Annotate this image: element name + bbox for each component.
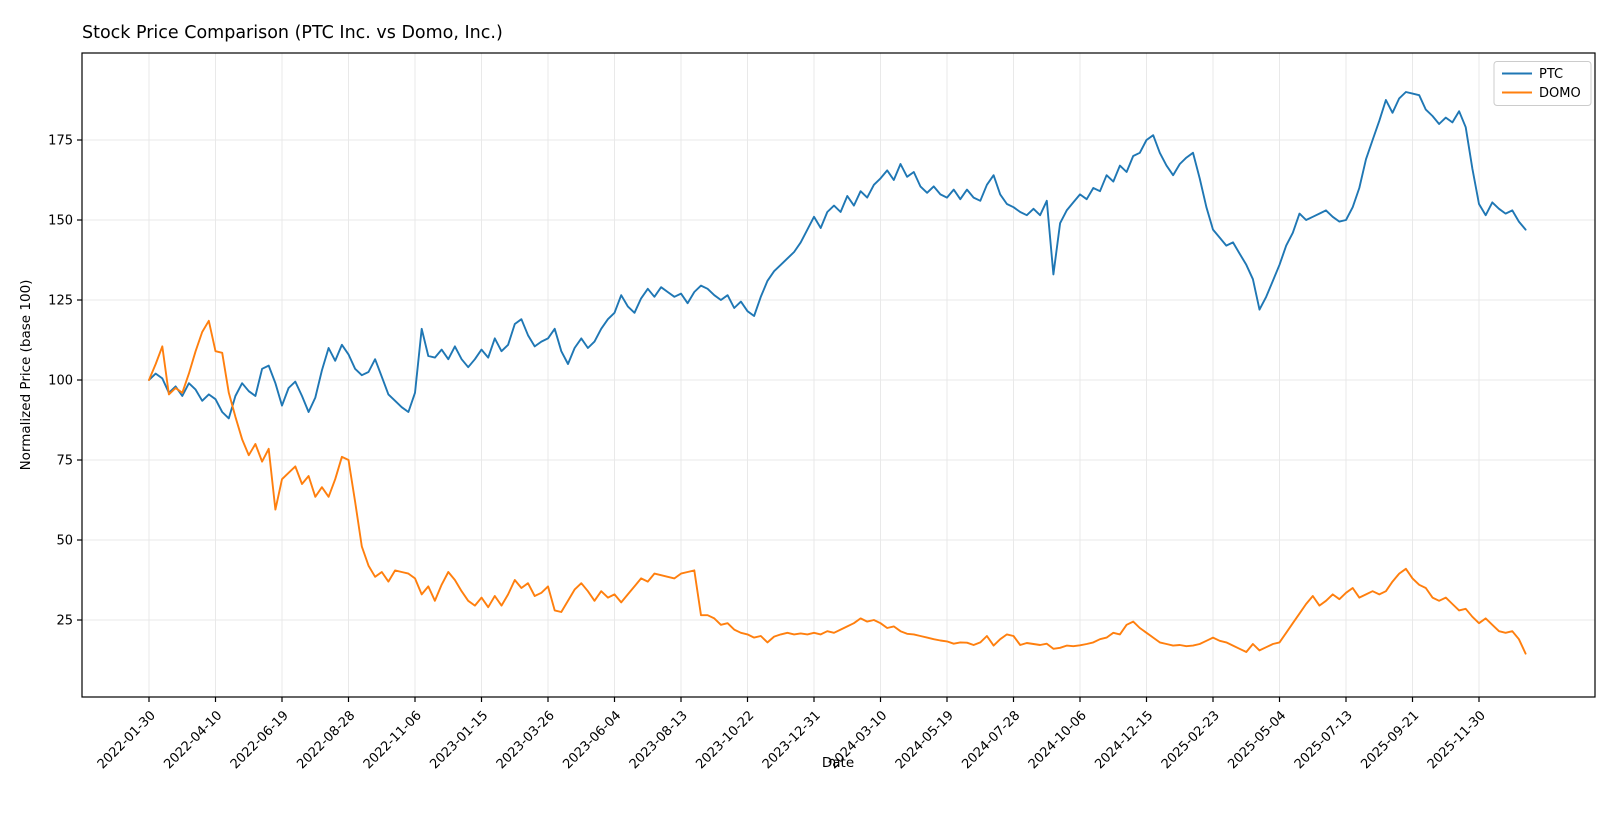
x-tick-label: 2022-06-19 <box>228 708 292 772</box>
y-tick-label: 50 <box>56 534 73 549</box>
x-tick-label: 2023-10-22 <box>693 708 757 772</box>
legend-label: DOMO <box>1539 86 1581 101</box>
y-tick-label: 125 <box>48 294 73 309</box>
legend-label: PTC <box>1539 67 1563 82</box>
chart-title: Stock Price Comparison (PTC Inc. vs Domo… <box>82 23 503 43</box>
grid-lines <box>82 53 1595 697</box>
x-tick-label: 2023-03-26 <box>494 708 558 772</box>
x-tick-label: 2025-02-23 <box>1159 708 1223 772</box>
x-tick-label: 2024-05-19 <box>893 708 957 772</box>
x-tick-label: 2025-11-30 <box>1425 708 1489 772</box>
y-tick-label: 25 <box>56 614 73 629</box>
y-tick-label: 100 <box>48 374 73 389</box>
legend-box <box>1493 61 1592 106</box>
x-tick-label: 2022-04-10 <box>161 708 225 772</box>
series-lines <box>148 91 1527 655</box>
y-tick-label: 75 <box>56 454 73 469</box>
x-tick-label: 2025-05-04 <box>1225 708 1289 772</box>
x-axis-label: Date <box>822 755 854 771</box>
x-tick-label: 2023-01-15 <box>427 708 491 772</box>
plot-border <box>81 52 1596 698</box>
x-tick-label: 2025-07-13 <box>1292 708 1356 772</box>
x-tick-label: 2022-11-06 <box>361 708 425 772</box>
x-tick-label: 2024-10-06 <box>1026 708 1090 772</box>
x-tick-label: 2022-01-30 <box>95 708 159 772</box>
axes <box>81 52 1596 698</box>
y-tick-label: 150 <box>48 214 73 229</box>
x-tick-label: 2023-06-04 <box>560 708 624 772</box>
y-tick-label: 175 <box>48 134 73 149</box>
x-tick-label: 2024-07-28 <box>959 708 1023 772</box>
x-tick-label: 2024-12-15 <box>1092 708 1156 772</box>
series-line-ptc <box>148 91 1527 420</box>
x-tick-label: 2023-12-31 <box>760 708 824 772</box>
x-tick-label: 2025-09-21 <box>1358 708 1422 772</box>
legend: PTC DOMO <box>1493 61 1592 106</box>
series-line-domo <box>148 319 1527 655</box>
y-axis-label: Normalized Price (base 100) <box>18 280 34 471</box>
x-tick-label: 2022-08-28 <box>294 708 358 772</box>
x-tick-label: 2023-08-13 <box>627 708 691 772</box>
